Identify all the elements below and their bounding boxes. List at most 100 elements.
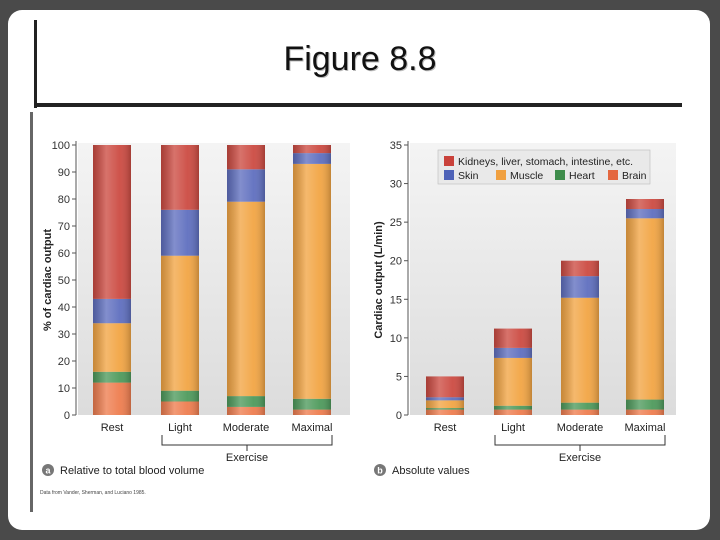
- x-category-label: Rest: [101, 422, 124, 434]
- y-tick-label: 30: [390, 179, 402, 191]
- legend-label-muscle: Muscle: [510, 170, 543, 182]
- y-tick-label: 30: [58, 329, 70, 341]
- bar-segment-shading: [93, 371, 131, 383]
- figure-frame-rule: [30, 112, 33, 512]
- legend-swatch-kidneys-liver-stomach-intestine-etc: [444, 156, 454, 166]
- bar-segment-shading: [494, 328, 532, 348]
- bar-segment-shading: [626, 209, 664, 219]
- bar-segment-shading: [161, 390, 199, 402]
- y-tick-label: 0: [396, 410, 402, 422]
- bar-segment-shading: [227, 396, 265, 407]
- source-note: Data from Vander, Sherman, and Luciano 1…: [40, 490, 146, 496]
- bar-segment-shading: [426, 376, 464, 398]
- y-tick-label: 40: [58, 302, 70, 314]
- x-category-label: Moderate: [223, 422, 269, 434]
- panel-caption: Relative to total blood volume: [60, 465, 204, 477]
- y-tick-label: 20: [58, 356, 70, 368]
- legend-label-brain: Brain: [622, 170, 647, 182]
- panel-letter-badge: [42, 464, 54, 476]
- bar-segment-shading: [494, 347, 532, 358]
- x-category-label: Light: [168, 422, 192, 434]
- y-tick-label: 60: [58, 248, 70, 260]
- y-tick-label: 100: [52, 140, 70, 152]
- bar-segment-shading: [93, 298, 131, 324]
- title-left-rule: [34, 20, 37, 108]
- bar-segment-shading: [293, 398, 331, 410]
- panel-letter: b: [377, 466, 383, 476]
- bar-segment-shading: [161, 255, 199, 391]
- bar-segment-shading: [426, 409, 464, 415]
- bar-segment-shading: [494, 357, 532, 406]
- legend-box: [437, 149, 651, 185]
- legend-swatch-skin: [444, 170, 454, 180]
- exercise-group-label: Exercise: [226, 452, 268, 464]
- legend-swatch-muscle: [496, 170, 506, 180]
- legend-label-skin: Skin: [458, 170, 479, 182]
- x-category-label: Moderate: [557, 422, 603, 434]
- bar-segment-shading: [494, 409, 532, 415]
- bar-segment-shading: [293, 153, 331, 164]
- bar-segment-shading: [561, 276, 599, 298]
- y-axis-label: % of cardiac output: [42, 229, 54, 331]
- panel-letter-badge: [374, 464, 386, 476]
- panel-letter: a: [45, 466, 51, 476]
- bar-segment-shading: [561, 260, 599, 277]
- bar-segment-shading: [626, 218, 664, 400]
- bar-segment-shading: [293, 163, 331, 399]
- x-category-label: Maximal: [292, 422, 333, 434]
- bar-segment-shading: [426, 400, 464, 409]
- bar-segment-shading: [161, 401, 199, 415]
- bar-segment-shading: [93, 145, 131, 299]
- bar-segment-shading: [426, 397, 464, 401]
- legend-swatch-heart: [555, 170, 565, 180]
- bar-segment-shading: [561, 409, 599, 415]
- y-tick-label: 20: [390, 256, 402, 268]
- y-tick-label: 5: [396, 371, 402, 383]
- bar-segment-shading: [93, 382, 131, 415]
- y-tick-label: 10: [58, 383, 70, 395]
- y-tick-label: 25: [390, 217, 402, 229]
- x-category-label: Rest: [434, 422, 457, 434]
- bar-segment-shading: [293, 409, 331, 415]
- x-category-label: Maximal: [625, 422, 666, 434]
- bar-segment-shading: [161, 145, 199, 210]
- chart-panel-b: 0 5 10 15 20 25 30 35 Cardiac output (L/min) Rest…: [373, 140, 676, 477]
- y-tick-label: 70: [58, 221, 70, 233]
- bar-segment-shading: [227, 169, 265, 202]
- bar-segment-shading: [626, 409, 664, 415]
- y-tick-label: 90: [58, 167, 70, 179]
- legend: Kidneys, liver, stomach, intestine, etc.…: [437, 149, 651, 185]
- exercise-bracket: [161, 435, 333, 446]
- y-tick-label: 10: [390, 333, 402, 345]
- y-tick-label: 15: [390, 294, 402, 306]
- bar-segment-shading: [426, 408, 464, 410]
- bar-segment-shading: [494, 405, 532, 410]
- bar-segment-shading: [293, 145, 331, 154]
- bar-segment-shading: [626, 399, 664, 410]
- bar-segment-shading: [227, 145, 265, 170]
- y-axis-label: Cardiac output (L/min): [373, 221, 385, 339]
- exercise-bracket: [494, 435, 666, 446]
- bar-segment-shading: [561, 402, 599, 410]
- bar-segment-shading: [227, 406, 265, 415]
- bar-segment-shading: [93, 323, 131, 372]
- exercise-group-label: Exercise: [559, 452, 601, 464]
- bar-segment-shading: [227, 201, 265, 397]
- bar-segment-shading: [161, 209, 199, 256]
- legend-label-heart: Heart: [569, 170, 595, 182]
- panel-caption: Absolute values: [392, 465, 470, 477]
- y-tick-label: 50: [58, 275, 70, 287]
- chart-panel-a: 0 10 20 30 40 50 60 70 80 90 100 % of cardiac outpu…: [40, 140, 350, 496]
- y-tick-label: 35: [390, 140, 402, 152]
- bar-segment-shading: [561, 297, 599, 403]
- x-category-label: Light: [501, 422, 525, 434]
- legend-label-kidneys-liver-stomach-intestine-etc: Kidneys, liver, stomach, intestine, etc.: [458, 156, 633, 168]
- slide-title: Figure 8.8: [283, 40, 437, 78]
- y-tick-label: 80: [58, 194, 70, 206]
- title-underline-rule: [34, 103, 682, 107]
- bar-segment-shading: [626, 199, 664, 210]
- legend-swatch-brain: [608, 170, 618, 180]
- y-tick-label: 0: [64, 410, 70, 422]
